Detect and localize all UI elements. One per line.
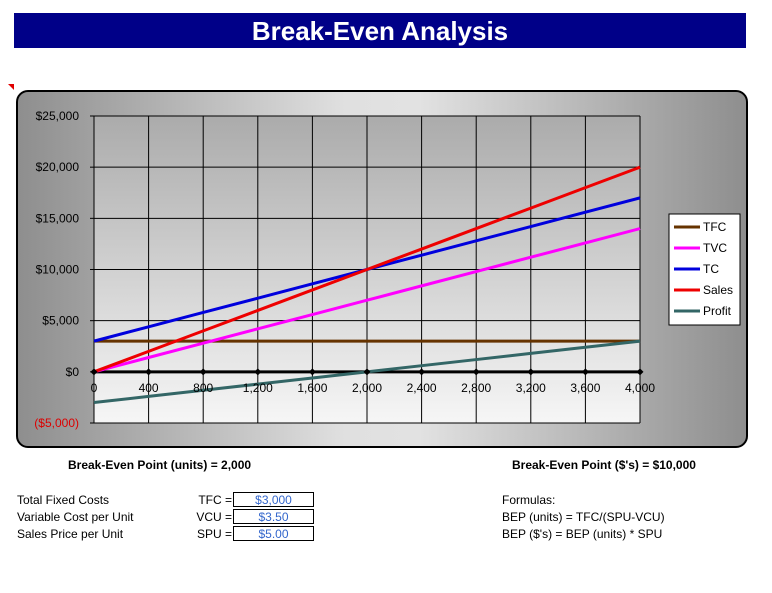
vcu-label: Variable Cost per Unit — [17, 510, 134, 524]
x-tick-label: 3,600 — [570, 381, 600, 395]
page-title: Break-Even Analysis — [14, 13, 746, 48]
x-tick-label: 1,200 — [243, 381, 273, 395]
spu-value-cell[interactable]: $5.00 — [233, 526, 314, 541]
legend-label-sales: Sales — [703, 283, 733, 297]
x-tick-label: 2,800 — [461, 381, 491, 395]
bep-units-label: Break-Even Point (units) = 2,000 — [68, 458, 252, 472]
x-axis-marker — [527, 368, 535, 376]
y-tick-label: $20,000 — [36, 160, 80, 174]
legend-label-tvc: TVC — [703, 241, 727, 255]
legend-label-tfc: TFC — [703, 220, 727, 234]
spu-label: Sales Price per Unit — [17, 527, 124, 541]
x-axis-marker — [90, 368, 98, 376]
x-tick-label: 800 — [193, 381, 213, 395]
x-axis-markers — [90, 368, 644, 376]
x-axis-marker — [145, 368, 153, 376]
x-tick-labels: 0 400 800 1,200 1,600 2,000 2,400 2,800 3,200 3,6… — [91, 381, 656, 395]
x-axis-marker — [472, 368, 480, 376]
x-tick-label: 2,000 — [352, 381, 382, 395]
series-line-tvc — [93, 227, 641, 374]
series-line-sales — [93, 165, 641, 374]
legend-label-tc: TC — [703, 262, 719, 276]
tfc-label: Total Fixed Costs — [17, 493, 110, 507]
x-axis-marker — [308, 368, 316, 376]
x-tick-label: 0 — [91, 381, 98, 395]
x-axis-marker — [581, 368, 589, 376]
x-tick-label: 1,600 — [297, 381, 327, 395]
x-axis-marker — [636, 368, 644, 376]
x-axis-marker — [418, 368, 426, 376]
y-tick-labels: $25,000 $20,000 $15,000 $10,000 $5,000 $0 ($5,… — [34, 109, 79, 430]
x-axis-marker — [199, 368, 207, 376]
y-tick-label: ($5,000) — [34, 416, 79, 430]
x-axis-marker — [363, 368, 371, 376]
bep-dollars-label: Break-Even Point ($'s) = $10,000 — [512, 458, 696, 472]
formulas-heading: Formulas: — [502, 493, 556, 507]
x-tick-label: 400 — [139, 381, 159, 395]
spu-code: SPU = — [196, 527, 232, 541]
y-tick-label: $0 — [66, 365, 80, 379]
y-tick-label: $15,000 — [36, 211, 80, 225]
x-tick-label: 3,200 — [516, 381, 546, 395]
chart-panel: $25,000 $20,000 $15,000 $10,000 $5,000 $0 ($5,… — [16, 90, 748, 448]
y-tick-label: $10,000 — [36, 263, 80, 277]
vcu-code: VCU = — [196, 510, 232, 524]
vcu-value-cell[interactable]: $3.50 — [233, 509, 314, 524]
y-tick-label: $5,000 — [42, 314, 79, 328]
tfc-value-cell[interactable]: $3,000 — [233, 492, 314, 507]
break-even-chart: $25,000 $20,000 $15,000 $10,000 $5,000 $0 ($5,… — [34, 109, 741, 430]
comment-indicator-icon — [8, 84, 14, 90]
x-tick-label: 2,400 — [407, 381, 437, 395]
legend: TFC TVC TC Sales Profit — [668, 213, 741, 326]
formula-bep-dollars: BEP ($'s) = BEP (units) * SPU — [502, 527, 663, 541]
legend-label-profit: Profit — [703, 304, 732, 318]
x-tick-label: 4,000 — [625, 381, 655, 395]
tfc-code: TFC = — [198, 493, 232, 507]
formula-bep-units: BEP (units) = TFC/(SPU-VCU) — [502, 510, 665, 524]
y-tick-label: $25,000 — [36, 109, 80, 123]
